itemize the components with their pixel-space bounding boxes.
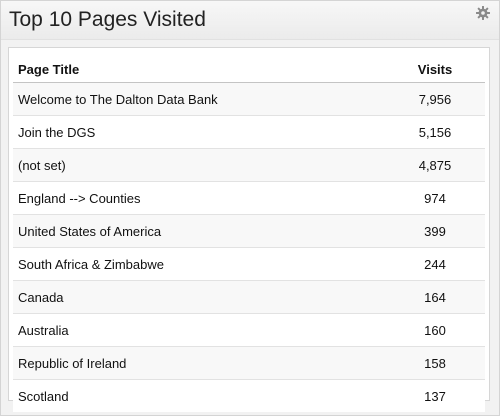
column-header-page-title: Page Title (13, 52, 385, 83)
page-title-cell: Canada (13, 280, 385, 314)
table-panel: Page Title Visits Welcome to The Dalton … (8, 47, 490, 412)
visits-cell: 4,875 (385, 148, 485, 182)
page-title-cell: Welcome to The Dalton Data Bank (13, 82, 385, 116)
table-row[interactable]: England --> Counties 974 (13, 181, 485, 215)
page-title-cell: (not set) (13, 148, 385, 182)
page-title-cell: United States of America (13, 214, 385, 248)
table-row[interactable]: (not set) 4,875 (13, 148, 485, 182)
visits-cell: 137 (385, 379, 485, 412)
table-row[interactable]: Republic of Ireland 158 (13, 346, 485, 380)
visits-cell: 7,956 (385, 82, 485, 116)
page-title-cell: Scotland (13, 379, 385, 412)
table-row[interactable]: Join the DGS 5,156 (13, 115, 485, 149)
widget-title: Top 10 Pages Visited (9, 8, 206, 31)
column-header-visits: Visits (385, 52, 485, 83)
widget-header: Top 10 Pages Visited (1, 1, 499, 40)
page-title-cell: South Africa & Zimbabwe (13, 247, 385, 281)
visits-cell: 399 (385, 214, 485, 248)
table-row[interactable]: Welcome to The Dalton Data Bank 7,956 (13, 82, 485, 116)
top-pages-table: Page Title Visits Welcome to The Dalton … (13, 52, 485, 412)
table-row[interactable]: Canada 164 (13, 280, 485, 314)
visits-cell: 160 (385, 313, 485, 347)
table-row[interactable]: South Africa & Zimbabwe 244 (13, 247, 485, 281)
page-title-cell: Republic of Ireland (13, 346, 385, 380)
visits-cell: 164 (385, 280, 485, 314)
page-title-cell: England --> Counties (13, 181, 385, 215)
visits-cell: 158 (385, 346, 485, 380)
page-title-cell: Australia (13, 313, 385, 347)
visits-cell: 5,156 (385, 115, 485, 149)
table-row[interactable]: Australia 160 (13, 313, 485, 347)
table-header-row: Page Title Visits (13, 52, 485, 83)
table-row[interactable]: Scotland 137 (13, 379, 485, 412)
page-title-cell: Join the DGS (13, 115, 385, 149)
table-row[interactable]: United States of America 399 (13, 214, 485, 248)
gear-icon[interactable] (475, 5, 491, 21)
visits-cell: 974 (385, 181, 485, 215)
visits-cell: 244 (385, 247, 485, 281)
